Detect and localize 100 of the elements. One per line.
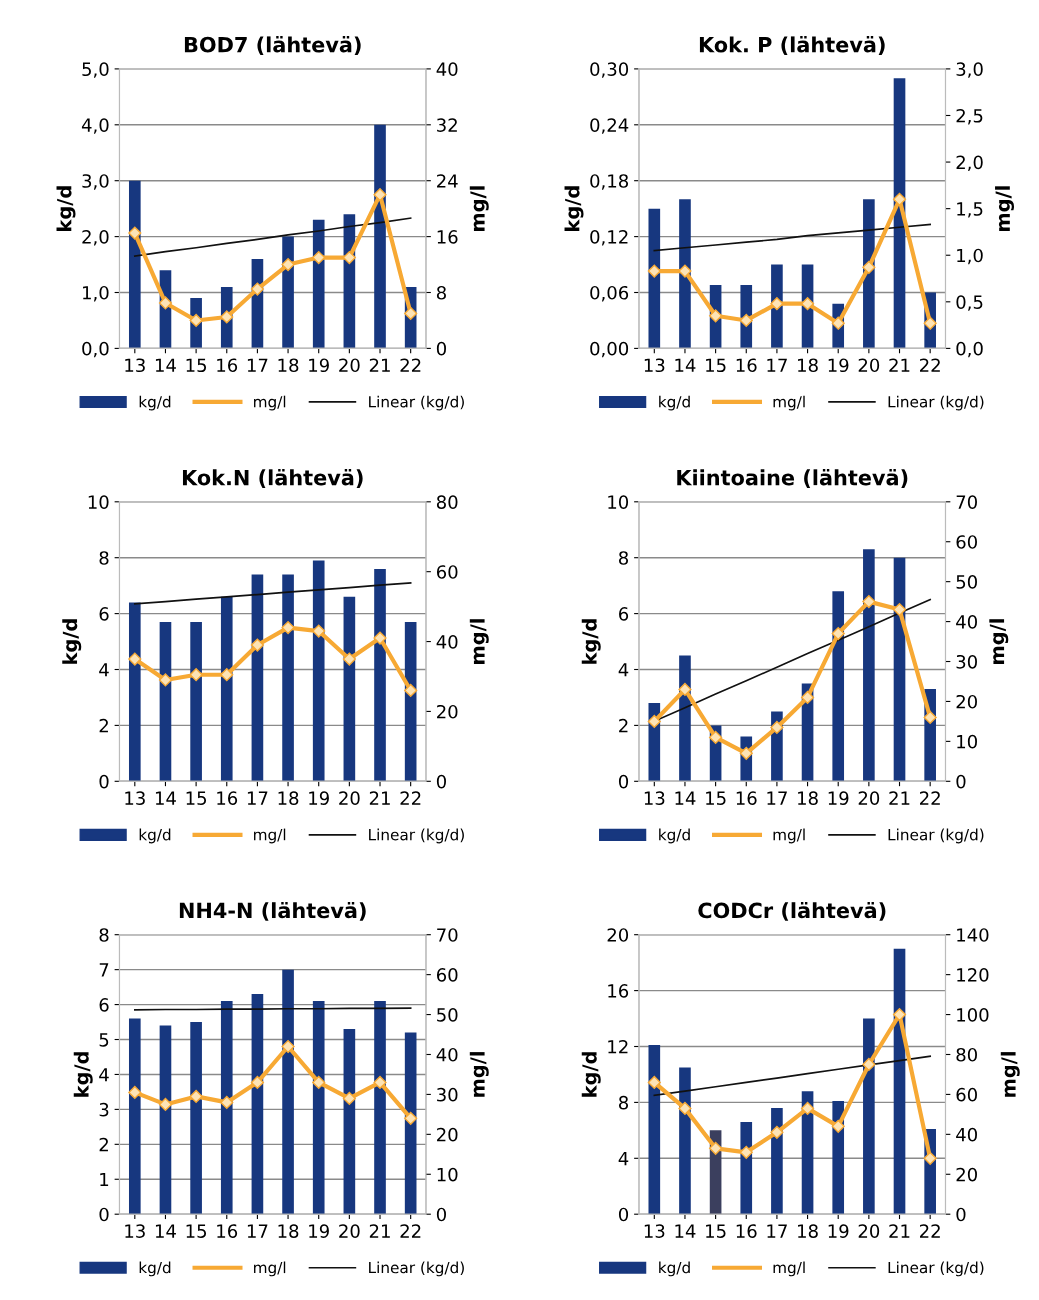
bar: [863, 549, 875, 782]
legend-label: mg/l: [254, 395, 286, 411]
point: [800, 1101, 815, 1115]
y-axis-title: kg/d: [581, 1052, 601, 1097]
y2-tick-label: 20: [956, 694, 977, 709]
point: [158, 296, 173, 310]
y-tick-label: 4: [99, 1068, 109, 1082]
x-tick-label: 19: [309, 791, 329, 805]
legend-label: kg/d: [139, 395, 171, 411]
y2-tick-label: 40: [436, 62, 458, 77]
bar: [159, 1025, 172, 1215]
y2-tick-label: 10: [957, 734, 977, 749]
y2-tick-label: 60: [956, 535, 977, 549]
x-tick-label: 18: [278, 791, 299, 805]
x-tick-label: 14: [675, 1224, 696, 1238]
x-tick-label: 20: [858, 1224, 880, 1238]
bar: [282, 236, 294, 349]
y2-tick-label: 16: [437, 230, 458, 244]
point: [158, 673, 173, 687]
y-tick-label: 2: [99, 1137, 108, 1152]
point: [800, 297, 815, 311]
y2-axis-title: mg/l: [989, 619, 1009, 664]
legend-label: Linear (kg/d): [369, 395, 464, 411]
y2-tick-label: 0,5: [956, 295, 983, 311]
bar: [374, 568, 386, 782]
bar: [832, 591, 845, 782]
point: [892, 1007, 907, 1022]
point: [831, 626, 845, 641]
y2-tick-label: 70: [437, 928, 458, 942]
x-tick-label: 16: [736, 791, 757, 805]
point: [709, 309, 723, 323]
x-tick-label: 17: [767, 358, 787, 372]
y-tick-label: 5,0: [82, 62, 109, 78]
bar: [679, 1067, 691, 1215]
x-tick-label: 18: [798, 1224, 818, 1238]
x-tick-label: 22: [400, 1224, 421, 1238]
y-tick-label: 1: [100, 1172, 109, 1187]
y-tick-label: 8: [619, 551, 629, 565]
y2-tick-label: 30: [956, 654, 977, 669]
point: [128, 1085, 142, 1100]
point: [770, 720, 784, 734]
y-tick-label: 5: [99, 1033, 109, 1047]
x-tick-label: 17: [767, 791, 787, 805]
y-tick-label: 4,0: [81, 118, 109, 134]
point: [831, 316, 845, 330]
legend-label: mg/l: [254, 1261, 286, 1277]
x-tick-label: 16: [736, 1224, 757, 1238]
point: [128, 226, 142, 240]
line-series: [653, 223, 931, 252]
x-tick-label: 21: [369, 1224, 390, 1238]
point: [128, 652, 142, 666]
bar: [128, 1018, 141, 1215]
y-tick-label: 2: [619, 718, 628, 733]
y2-tick-label: 0,0: [956, 341, 983, 358]
bar: [312, 1001, 325, 1215]
point: [647, 264, 661, 278]
y-tick-label: 8: [619, 1095, 629, 1110]
x-tick-label: 13: [644, 791, 665, 805]
bar: [282, 574, 294, 782]
point: [312, 250, 326, 265]
x-tick-label: 18: [278, 1224, 299, 1238]
y2-axis-title: mg/l: [469, 619, 489, 664]
y2-tick-label: 24: [437, 174, 458, 188]
bar: [220, 596, 233, 782]
point: [404, 1111, 418, 1125]
y-tick-label: 6: [99, 998, 109, 1012]
y-tick-label: 0,12: [590, 230, 628, 246]
legend-label: Linear (kg/d): [369, 828, 464, 844]
line-series: [133, 217, 412, 258]
x-tick-label: 21: [889, 791, 910, 805]
bar: [740, 1121, 753, 1215]
y2-tick-label: 60: [436, 968, 458, 982]
bar: [374, 1001, 386, 1215]
x-tick-label: 13: [125, 358, 145, 373]
point: [892, 603, 907, 617]
point: [220, 1095, 234, 1109]
y2-tick-label: 50: [956, 575, 977, 589]
y2-tick-label: 2,0: [956, 155, 983, 172]
x-tick-label: 20: [858, 358, 880, 373]
x-tick-label: 20: [339, 1224, 360, 1238]
x-tick-label: 22: [920, 358, 940, 372]
x-tick-label: 19: [828, 791, 849, 805]
legend-label: mg/l: [773, 395, 805, 411]
legend-label: mg/l: [254, 828, 286, 844]
x-tick-label: 15: [706, 1224, 726, 1238]
chart-title: Kiintoaine (lähtevä): [677, 469, 908, 488]
x-tick-label: 16: [736, 358, 757, 373]
x-tick-label: 18: [798, 791, 818, 805]
point: [739, 1145, 753, 1159]
bar: [128, 180, 141, 349]
bar: [312, 560, 325, 782]
legend-label: mg/l: [773, 828, 805, 844]
point: [342, 1091, 356, 1105]
y-tick-label: 0: [99, 1207, 109, 1222]
bar: [190, 621, 202, 782]
y2-tick-label: 20: [437, 704, 458, 719]
y-axis-title: kg/d: [62, 619, 82, 664]
point: [158, 1097, 173, 1111]
x-tick-label: 22: [400, 358, 421, 372]
x-tick-label: 13: [644, 1224, 665, 1238]
